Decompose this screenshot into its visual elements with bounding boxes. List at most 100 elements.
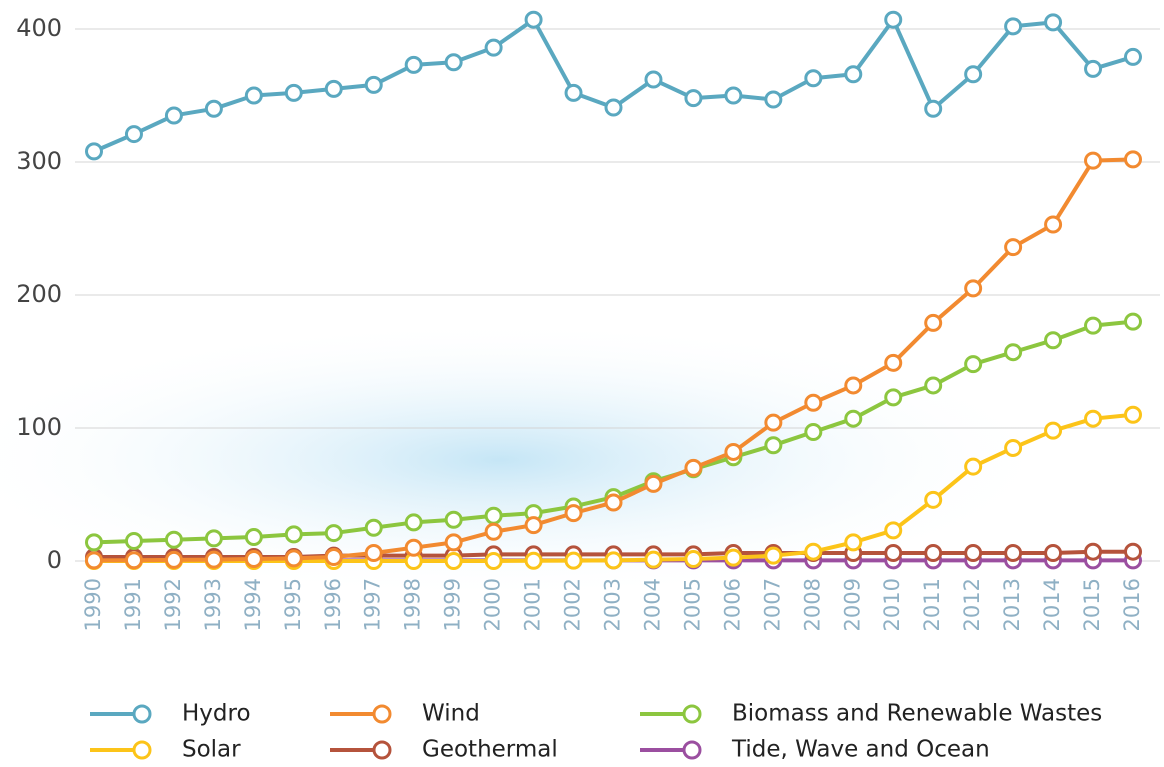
y-tick-label: 0 — [47, 546, 62, 574]
data-point — [444, 53, 463, 72]
data-point — [884, 10, 903, 29]
x-tick-label: 2016 — [1120, 578, 1144, 631]
data-point — [644, 474, 663, 493]
x-tick-label: 2010 — [880, 578, 904, 631]
data-point — [244, 528, 263, 547]
x-tick-label: 1996 — [321, 578, 345, 631]
data-point — [524, 551, 543, 570]
legend-label: Wind — [422, 701, 480, 727]
data-point — [484, 552, 503, 570]
data-point — [724, 86, 743, 105]
data-point — [724, 442, 743, 461]
data-point — [164, 550, 183, 569]
legend-marker — [132, 704, 152, 724]
data-point — [724, 548, 743, 567]
data-point — [1004, 438, 1023, 457]
data-point — [204, 99, 223, 118]
data-point — [964, 544, 983, 563]
data-point — [1044, 421, 1063, 440]
data-point — [484, 38, 503, 57]
data-point — [804, 69, 823, 88]
background-glow — [0, 320, 1060, 600]
data-point — [85, 533, 103, 552]
y-tick-label: 200 — [16, 280, 62, 308]
data-point — [1044, 215, 1063, 234]
data-point — [844, 65, 863, 84]
data-point — [764, 436, 783, 455]
legend-label: Tide, Wave and Ocean — [731, 737, 990, 763]
data-point — [524, 10, 543, 29]
data-point — [1004, 343, 1023, 362]
data-point — [404, 55, 423, 74]
x-tick-label: 2015 — [1080, 578, 1104, 631]
data-point — [604, 493, 623, 512]
x-tick-label: 1994 — [241, 578, 265, 631]
data-point — [444, 533, 463, 552]
data-point — [124, 551, 143, 570]
legend-label: Biomass and Renewable Wastes — [732, 701, 1102, 727]
data-point — [764, 413, 783, 432]
data-point — [884, 353, 903, 372]
data-point — [85, 551, 103, 570]
data-point — [324, 524, 343, 543]
data-point — [684, 89, 703, 108]
data-point — [1124, 47, 1142, 66]
data-point — [364, 518, 383, 537]
data-point — [924, 544, 943, 563]
y-tick-label: 400 — [16, 14, 62, 42]
data-point — [644, 550, 663, 569]
data-point — [284, 83, 303, 102]
data-point — [404, 513, 423, 532]
y-tick-label: 100 — [16, 413, 62, 441]
data-point — [564, 504, 583, 523]
data-point — [804, 542, 823, 561]
data-point — [1084, 151, 1103, 170]
data-point — [1004, 544, 1023, 563]
data-point — [204, 529, 223, 548]
x-tick-label: 2013 — [1000, 578, 1024, 631]
data-point — [85, 142, 103, 161]
data-point — [244, 550, 263, 569]
data-point — [924, 376, 943, 395]
x-tick-label: 2009 — [840, 578, 864, 631]
data-point — [1044, 13, 1063, 32]
x-tick-label: 1990 — [81, 578, 105, 631]
x-tick-label: 2014 — [1040, 578, 1064, 631]
data-point — [1124, 542, 1142, 561]
data-point — [1084, 542, 1103, 561]
data-point — [324, 548, 343, 567]
data-point — [964, 355, 983, 374]
data-point — [484, 506, 503, 525]
legend-label: Hydro — [182, 701, 251, 727]
data-point — [444, 510, 463, 529]
legend-marker — [682, 704, 702, 724]
x-tick-label: 2004 — [640, 578, 664, 631]
data-point — [1124, 312, 1142, 331]
data-point — [204, 550, 223, 569]
data-point — [924, 490, 943, 509]
legend-marker — [132, 740, 152, 760]
x-tick-label: 1998 — [401, 578, 425, 631]
data-point — [964, 279, 983, 298]
data-point — [924, 99, 943, 118]
data-point — [564, 551, 583, 570]
data-point — [364, 544, 383, 563]
data-point — [1044, 544, 1063, 563]
x-tick-label: 2002 — [561, 578, 585, 631]
data-point — [524, 516, 543, 535]
legend-label: Solar — [182, 737, 241, 763]
data-point — [684, 458, 703, 477]
data-point — [884, 544, 903, 563]
data-point — [1084, 316, 1103, 335]
data-point — [1124, 150, 1142, 169]
data-point — [404, 538, 423, 557]
data-point — [1084, 409, 1103, 428]
data-point — [1004, 238, 1023, 257]
data-point — [964, 457, 983, 476]
x-tick-label: 2006 — [720, 578, 744, 631]
data-point — [1044, 331, 1063, 350]
x-tick-label: 2007 — [760, 578, 784, 631]
data-point — [444, 552, 463, 570]
data-point — [284, 525, 303, 544]
x-tick-label: 1995 — [281, 578, 305, 631]
